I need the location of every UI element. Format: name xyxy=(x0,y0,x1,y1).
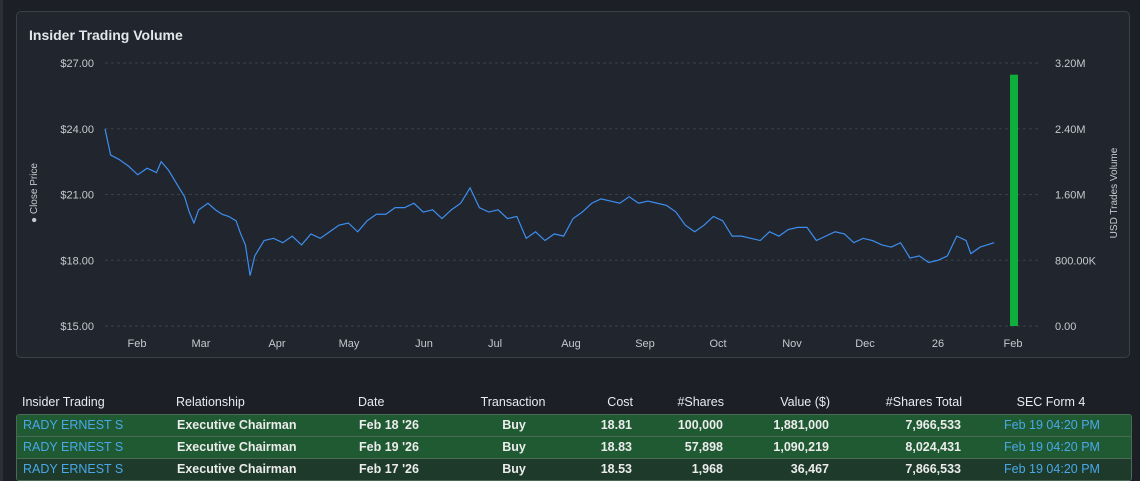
row-relationship: Executive Chairman xyxy=(177,462,297,476)
row-insider-link[interactable]: RADY ERNEST S xyxy=(23,440,124,454)
chart-canvas[interactable]: $27.00 $24.00 $21.00 $18.00 $15.00 3.20M 2.40M… xyxy=(17,12,1131,359)
table-row[interactable]: RADY ERNEST S Executive Chairman Feb 18 '2… xyxy=(17,415,1131,437)
left-tick-label: $15.00 xyxy=(60,321,94,333)
row-transaction: Buy xyxy=(502,440,526,454)
row-cost: 18.53 xyxy=(600,462,632,476)
x-tick-label: Feb xyxy=(1004,338,1023,350)
row-shares-total: 8,024,431 xyxy=(905,440,961,454)
left-tick-label: $18.00 xyxy=(60,255,94,267)
row-shares-total: 7,866,533 xyxy=(905,462,961,476)
chart-panel: Insider Trading Volume $27.00 $24.00 $21.0… xyxy=(16,11,1130,358)
row-date: Feb 18 '26 xyxy=(359,418,419,432)
header-shares[interactable]: #Shares xyxy=(677,395,724,409)
row-relationship: Executive Chairman xyxy=(177,440,297,454)
left-edge-divider xyxy=(0,0,3,481)
x-tick-label: 26 xyxy=(932,338,944,350)
x-tick-label: Jun xyxy=(415,338,433,350)
right-tick-label: 3.20M xyxy=(1055,58,1086,70)
table-row[interactable]: RADY ERNEST S Executive Chairman Feb 19 '2… xyxy=(17,437,1131,459)
row-shares-total: 7,966,533 xyxy=(905,418,961,432)
row-cost: 18.81 xyxy=(600,418,632,432)
header-relationship[interactable]: Relationship xyxy=(176,395,245,409)
right-tick-label: 1.60M xyxy=(1055,190,1086,202)
left-tick-label: $24.00 xyxy=(60,124,94,136)
row-shares: 100,000 xyxy=(677,418,723,432)
row-date: Feb 19 '26 xyxy=(359,440,419,454)
x-tick-label: Feb xyxy=(128,338,147,350)
left-axis-title: ● Close Price xyxy=(29,163,40,223)
row-value: 36,467 xyxy=(790,462,829,476)
row-date: Feb 17 '26 xyxy=(359,462,419,476)
row-value: 1,881,000 xyxy=(773,418,829,432)
right-tick-label: 0.00 xyxy=(1055,321,1076,333)
table-body: RADY ERNEST S Executive Chairman Feb 18 '2… xyxy=(16,414,1132,481)
header-cost[interactable]: Cost xyxy=(607,395,633,409)
row-transaction: Buy xyxy=(502,462,526,476)
header-sec-form[interactable]: SEC Form 4 xyxy=(1016,395,1086,409)
header-transaction[interactable]: Transaction xyxy=(480,395,546,409)
chart-title: Insider Trading Volume xyxy=(29,27,183,43)
header-insider[interactable]: Insider Trading xyxy=(22,395,105,409)
left-tick-label: $27.00 xyxy=(60,58,94,70)
x-tick-label: Oct xyxy=(709,338,726,350)
row-sec-form-link[interactable]: Feb 19 04:20 PM xyxy=(1004,418,1100,432)
x-tick-label: Nov xyxy=(782,338,802,350)
row-sec-form-link[interactable]: Feb 19 04:20 PM xyxy=(1004,440,1100,454)
row-transaction: Buy xyxy=(502,418,526,432)
x-tick-label: Jul xyxy=(488,338,502,350)
row-shares: 1,968 xyxy=(691,462,723,476)
row-cost: 18.83 xyxy=(600,440,632,454)
row-relationship: Executive Chairman xyxy=(177,418,297,432)
price-line xyxy=(104,128,995,276)
row-sec-form-link[interactable]: Feb 19 04:20 PM xyxy=(1004,462,1100,476)
x-tick-label: Apr xyxy=(268,338,285,350)
row-shares: 57,898 xyxy=(684,440,723,454)
insider-table: Insider Trading Relationship Date Transa… xyxy=(16,392,1132,481)
table-header: Insider Trading Relationship Date Transa… xyxy=(16,392,1132,414)
right-tick-label: 800.00K xyxy=(1055,255,1097,267)
row-insider-link[interactable]: RADY ERNEST S xyxy=(23,462,124,476)
row-value: 1,090,219 xyxy=(773,440,829,454)
left-tick-label: $21.00 xyxy=(60,190,94,202)
row-insider-link[interactable]: RADY ERNEST S xyxy=(23,418,124,432)
right-axis-title: USD Trades Volume xyxy=(1109,147,1120,238)
x-tick-label: May xyxy=(339,338,360,350)
x-tick-label: Dec xyxy=(855,338,875,350)
right-tick-label: 2.40M xyxy=(1055,124,1086,136)
header-date[interactable]: Date xyxy=(358,395,385,409)
header-shares-total[interactable]: #Shares Total xyxy=(885,395,962,409)
x-tick-label: Sep xyxy=(635,338,655,350)
header-value[interactable]: Value ($) xyxy=(780,395,830,409)
table-row[interactable]: RADY ERNEST S Executive Chairman Feb 17 '2… xyxy=(17,459,1131,480)
x-tick-label: Aug xyxy=(561,338,581,350)
volume-bar xyxy=(1010,74,1018,326)
x-tick-label: Mar xyxy=(192,338,211,350)
